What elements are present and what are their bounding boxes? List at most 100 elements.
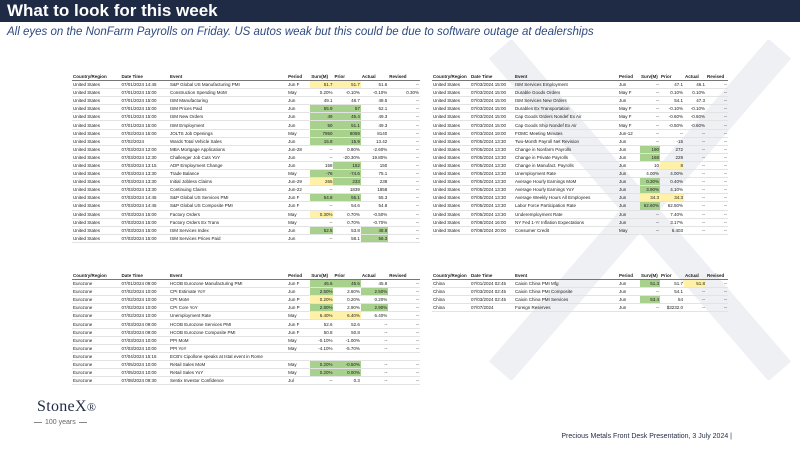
table-row: United States 07/01/2024 15:00 Constructio…	[72, 88, 420, 98]
table-cell: 56.3	[360, 234, 389, 243]
table-cell: 0.00%	[333, 368, 361, 378]
table-row: Eurozone 07/02/2024 10:00 Unemployment Rat…	[72, 311, 420, 321]
table-cell: May F	[618, 120, 640, 130]
table-cell: 2.90%	[333, 303, 361, 313]
table-row: Eurozone 07/03/2024 09:00 HCOB Eurozone Co…	[72, 328, 420, 337]
table-cell: 07/01/2024 15:00	[120, 120, 169, 130]
table-row: United States 07/02/2024 Wards Total Vehic…	[72, 137, 420, 146]
table-cell: United States	[432, 80, 470, 90]
table-cell: United States	[432, 120, 470, 130]
table-row: United States 07/03/2024 12:30 Challenger …	[72, 153, 420, 162]
table-cell: --	[310, 185, 334, 195]
table-row: United States 07/05/2024 13:30 Change in P…	[432, 153, 728, 162]
table-cell: 62.50%	[660, 201, 684, 211]
table-cell: 07/02/2024 10:00	[120, 295, 169, 305]
table-cell: United States	[432, 218, 470, 227]
table-cell: 50	[310, 120, 334, 130]
table-row: United States 07/03/2024 15:00 Factory Ord…	[72, 218, 420, 227]
table-cell: 07/01/2024 02:45	[470, 279, 514, 289]
table-cell: 57	[333, 104, 361, 114]
column-header: Actual	[360, 272, 389, 280]
column-header: Prior	[333, 272, 361, 280]
table-row: United States 07/05/2024 13:30 Labor Force…	[432, 201, 728, 211]
table-cell: CPI Core YoY	[169, 303, 288, 313]
table-cell: --	[388, 234, 420, 243]
column-header: Event	[514, 272, 618, 280]
table-cell: 07/03/2024 15:00	[470, 96, 514, 106]
table-row: China 07/01/2024 02:45 Caixin China PMI Mf…	[432, 279, 728, 289]
table-cell: 07/05/2024 10:00	[120, 368, 169, 378]
table-cell: 49.3	[360, 112, 389, 122]
table-cell: --	[360, 376, 389, 386]
table-cell: --	[388, 169, 420, 179]
table-cell: Jun	[618, 177, 640, 187]
table-cell: 49.1	[310, 96, 334, 106]
table-cell: 07/03/2024 10:00	[120, 336, 169, 345]
table-cell: May	[287, 336, 311, 345]
table-cell: 48.5	[360, 96, 389, 106]
table-cell: China	[432, 279, 470, 289]
us-calendar-table-1: Country/Region Date Time Event Period Surv(M…	[72, 73, 420, 243]
table-cell: China	[432, 287, 470, 297]
table-cell: 190	[640, 145, 660, 154]
table-cell: United States	[72, 137, 121, 146]
table-cell: 3.17%	[660, 218, 684, 227]
table-cell: 07/03/2024 15:00	[470, 80, 514, 90]
table-cell: --	[388, 218, 420, 227]
table-cell: May	[287, 129, 311, 138]
table-cell: HCOB Eurozone Services PMI	[169, 319, 288, 329]
table-cell: 2.90%	[360, 303, 389, 313]
table-row: Eurozone 07/02/2024 10:00 CPI MoM Jun P 0.20…	[72, 295, 420, 305]
table-cell: 07/05/2024 13:30	[470, 193, 514, 203]
table-cell: --	[706, 153, 728, 162]
column-header: Country/Region	[432, 272, 470, 280]
table-cell: 07/07/2024	[470, 303, 514, 313]
table-cell: 55.3	[360, 193, 389, 203]
table-cell: United States	[432, 145, 470, 154]
table-cell: Eurozone	[72, 368, 121, 378]
table-cell: United States	[72, 226, 121, 235]
table-cell: 52.1	[360, 104, 389, 114]
table-cell: 7.40%	[660, 210, 684, 219]
page-title: What to look for this week	[7, 1, 218, 20]
table-cell: Jun	[618, 287, 640, 297]
table-cell: Caixin China PMI Mfg	[514, 279, 618, 289]
table-cell: May	[287, 311, 311, 321]
table-cell: -0.10%	[360, 88, 389, 98]
table-cell: 07/02/2024 10:00	[120, 303, 169, 313]
table-cell: 0.20%	[310, 360, 334, 370]
table-cell: 2.50%	[310, 287, 334, 297]
table-cell: May	[287, 210, 311, 219]
table-cell: Cap Goods Orders Nondef Ex Air	[514, 112, 618, 122]
table-cell: 158	[310, 161, 334, 171]
table-cell: 07/05/2024 13:30	[470, 145, 514, 154]
column-header: Date Time	[120, 73, 169, 81]
column-header: Surv(M)	[310, 272, 334, 280]
table-cell: --	[360, 360, 389, 370]
table-cell: 07/03/2024 14:45	[120, 193, 169, 203]
table-cell: --	[684, 287, 706, 297]
logo-name: StoneX	[37, 398, 87, 415]
table-cell: 0.10%	[684, 88, 706, 98]
table-cell: 8140	[360, 129, 389, 138]
table-cell: United States	[432, 169, 470, 179]
table-cell: 6.403	[660, 226, 684, 235]
table-cell: 07/05/2024 13:30	[470, 210, 514, 219]
column-header: Revised	[706, 73, 728, 81]
table-cell: -0.10%	[310, 336, 334, 345]
table-cell: --	[684, 177, 706, 187]
table-cell: Jun	[618, 218, 640, 227]
table-cell: --	[706, 120, 728, 130]
table-cell: United States	[432, 161, 470, 171]
table-cell: Eurozone	[72, 352, 121, 361]
table-cell: CPI Estimate YoY	[169, 287, 288, 297]
table-cell: 4.10%	[660, 185, 684, 195]
table-cell: Jun P	[287, 295, 311, 305]
table-cell: --	[706, 287, 728, 297]
table-cell: Trade Balance	[169, 169, 288, 179]
table-cell: 45.4	[333, 112, 361, 122]
table-cell: United States	[72, 161, 121, 171]
table-cell: 45.8	[360, 279, 389, 289]
table-cell: --	[684, 161, 706, 171]
table-cell: 07/03/2024 10:00	[120, 344, 169, 353]
